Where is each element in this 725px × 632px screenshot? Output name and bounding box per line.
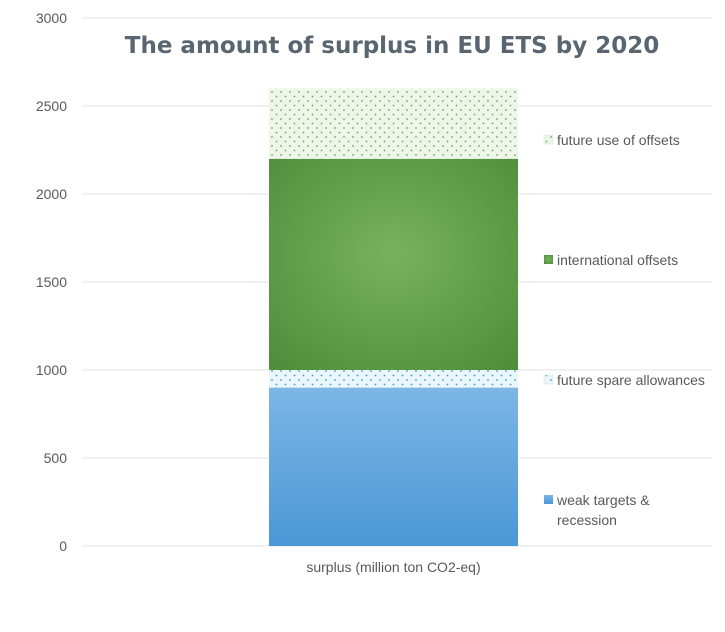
chart-title: The amount of surplus in EU ETS by 2020 — [125, 33, 659, 59]
legend-swatch — [543, 374, 554, 385]
bar-segment-future-use-of-offsets — [269, 88, 518, 159]
legend-label: weak targets & — [556, 492, 650, 508]
y-tick-label: 0 — [59, 538, 67, 554]
bar-segments — [269, 88, 518, 546]
legend-swatch — [543, 134, 554, 145]
legend-label: future spare allowances — [557, 372, 705, 388]
y-tick-label: 500 — [44, 450, 68, 466]
y-tick-label: 2500 — [36, 98, 67, 114]
bar-segment-international-offsets — [269, 158, 518, 370]
y-axis-tick-labels: 0 500 1000 1500 2000 2500 3000 — [36, 10, 67, 554]
legend: future use of offsets international offse… — [543, 132, 705, 528]
legend-swatch — [544, 255, 553, 264]
y-tick-label: 1000 — [36, 362, 67, 378]
legend-label: future use of offsets — [557, 132, 680, 148]
y-tick-label: 3000 — [36, 10, 67, 26]
y-tick-label: 2000 — [36, 186, 67, 202]
legend-label: international offsets — [557, 252, 678, 268]
bar-segment-future-spare-allowances — [269, 370, 518, 388]
legend-label: recession — [557, 512, 617, 528]
legend-swatch — [544, 495, 553, 504]
y-tick-label: 1500 — [36, 274, 67, 290]
bar-segment-weak-targets-recession — [269, 387, 518, 546]
x-category-label: surplus (million ton CO2-eq) — [306, 559, 480, 575]
x-axis-category-labels: surplus (million ton CO2-eq) — [306, 559, 480, 575]
